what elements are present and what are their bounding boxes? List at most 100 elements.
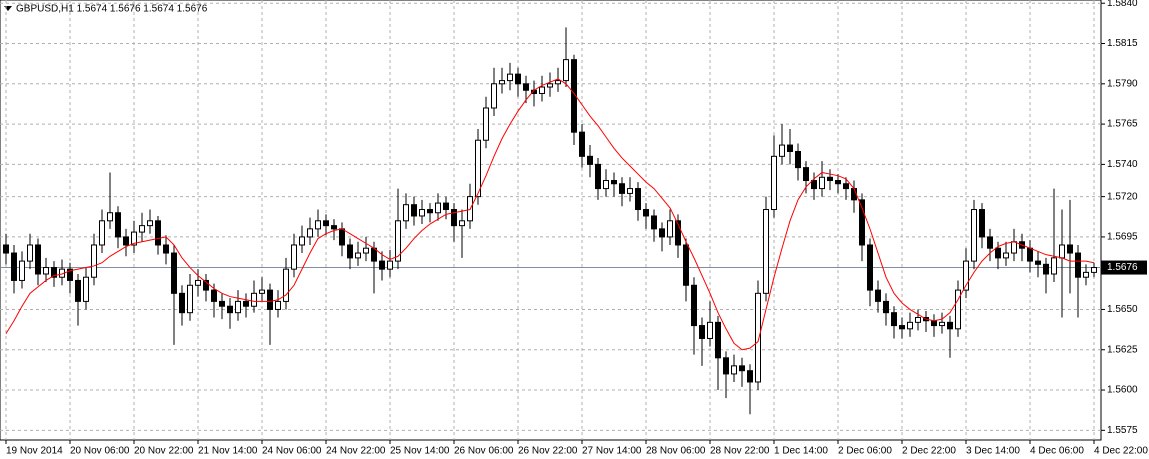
candle-body <box>1067 244 1073 254</box>
candle-body <box>1003 252 1009 259</box>
candle-body <box>75 279 81 302</box>
candle-body <box>851 188 857 201</box>
candle-body <box>163 244 169 254</box>
candle-body <box>411 204 417 217</box>
y-tick-label: 1.5815 <box>1107 38 1138 49</box>
candle-body <box>451 209 457 227</box>
candle-body <box>635 188 641 211</box>
candle-body <box>155 220 161 246</box>
candle-body <box>723 357 729 375</box>
candle-body <box>571 59 577 133</box>
candle-body <box>403 204 409 222</box>
candle-body <box>747 370 753 383</box>
candle-body <box>707 321 713 339</box>
candle-body <box>859 199 865 246</box>
candle-body <box>291 244 297 270</box>
candle-body <box>507 73 513 82</box>
candle-body <box>83 276 89 302</box>
candle-body <box>339 228 345 246</box>
x-tick-label: 2 Dec 06:00 <box>838 446 892 457</box>
candle-body <box>419 209 425 217</box>
y-tick-label: 1.5625 <box>1107 344 1138 355</box>
y-tick-label: 1.5720 <box>1107 191 1138 202</box>
candle-body <box>915 317 921 323</box>
candle-body <box>579 131 585 157</box>
candle-body <box>971 209 977 262</box>
price-tag <box>1101 260 1147 275</box>
candle-body <box>1051 257 1057 275</box>
candle-body <box>107 212 113 222</box>
candle-body <box>787 144 793 153</box>
candle-body <box>1011 241 1017 254</box>
candle-body <box>483 107 489 141</box>
candle-body <box>19 260 25 281</box>
x-tick-label: 2 Dec 22:00 <box>902 446 956 457</box>
candle-body <box>3 244 9 254</box>
candle-body <box>43 267 49 275</box>
candle-body <box>803 167 809 182</box>
candle-body <box>739 365 745 372</box>
y-tick-label: 1.5650 <box>1107 304 1138 315</box>
x-tick-label: 3 Dec 14:00 <box>966 446 1020 457</box>
candle-body <box>299 236 305 246</box>
candle-body <box>563 59 569 82</box>
candle-body <box>947 321 953 330</box>
price-tag-label: 1.5676 <box>1107 262 1138 273</box>
candle-body <box>883 300 889 314</box>
candle-body <box>515 73 521 85</box>
candle-body <box>675 220 681 246</box>
candle-body <box>259 289 265 294</box>
candle-body <box>51 267 57 278</box>
candle-body <box>763 209 769 294</box>
candle-body <box>147 220 153 227</box>
candle-body <box>555 80 561 85</box>
candle-body <box>1075 252 1081 278</box>
candle-body <box>131 231 137 246</box>
candle-body <box>659 228 665 238</box>
candle-body <box>11 252 17 281</box>
candle-body <box>667 220 673 238</box>
x-tick-label: 21 Nov 14:00 <box>198 446 258 457</box>
candle-body <box>979 209 985 238</box>
candle-body <box>315 220 321 230</box>
candle-body <box>907 321 913 330</box>
candle-body <box>435 202 441 214</box>
candle-body <box>691 284 697 327</box>
x-tick-label: 4 Dec 06:00 <box>1030 446 1084 457</box>
candle-body <box>731 365 737 375</box>
candle-body <box>1083 271 1089 278</box>
candle-body <box>275 300 281 310</box>
candle-body <box>331 225 337 230</box>
x-tick-label: 26 Nov 22:00 <box>518 446 578 457</box>
y-tick-label: 1.5740 <box>1107 159 1138 170</box>
candle-body <box>347 244 353 259</box>
candle-body <box>211 289 217 302</box>
candle-body <box>795 151 801 169</box>
candle-body <box>755 292 761 383</box>
x-tick-label: 28 Nov 22:00 <box>710 446 770 457</box>
candle-body <box>643 209 649 217</box>
candle-body <box>875 289 881 302</box>
candle-body <box>491 83 497 109</box>
x-tick-label: 25 Nov 14:00 <box>390 446 450 457</box>
candle-body <box>1091 267 1097 273</box>
x-tick-label: 26 Nov 06:00 <box>454 446 514 457</box>
candle-body <box>323 220 329 227</box>
candle-body <box>219 300 225 307</box>
candle-body <box>427 209 433 214</box>
candle-body <box>171 252 177 294</box>
candle-body <box>699 325 705 339</box>
candle-body <box>843 183 849 190</box>
candle-body <box>283 268 289 302</box>
candle-body <box>267 289 273 310</box>
candle-body <box>611 180 617 185</box>
candle-body <box>931 320 937 327</box>
candle-body <box>963 260 969 291</box>
candle-body <box>771 155 777 211</box>
candle-body <box>395 220 401 262</box>
plot-frame <box>0 0 1102 441</box>
candle-body <box>683 244 689 286</box>
y-tick-label: 1.5600 <box>1107 385 1138 396</box>
candle-body <box>243 300 249 307</box>
